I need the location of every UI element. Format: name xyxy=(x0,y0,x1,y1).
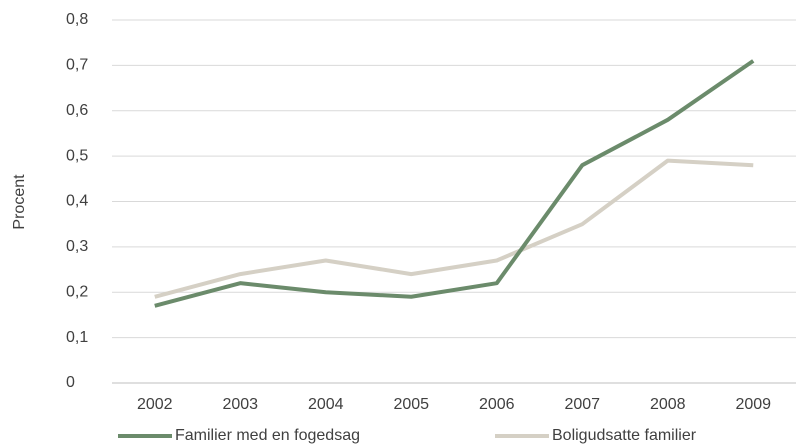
x-tick-label: 2006 xyxy=(479,396,515,413)
y-tick-label: 0,7 xyxy=(66,57,88,74)
legend-label: Boligudsatte familier xyxy=(552,427,697,444)
y-tick-label: 0,3 xyxy=(66,238,88,255)
y-tick-label: 0,5 xyxy=(66,147,88,164)
legend-label: Familier med en fogedsag xyxy=(175,427,360,444)
x-tick-label: 2008 xyxy=(650,396,686,413)
x-tick-label: 2002 xyxy=(137,396,173,413)
y-tick-label: 0,6 xyxy=(66,102,88,119)
x-tick-label: 2005 xyxy=(393,396,429,413)
y-tick-label: 0,1 xyxy=(66,329,88,346)
series-line xyxy=(154,158,754,299)
x-tick-label: 2003 xyxy=(222,396,258,413)
x-tick-label: 2009 xyxy=(735,396,771,413)
y-tick-label: 0,4 xyxy=(66,193,88,210)
y-axis-label: Procent xyxy=(11,174,28,230)
x-tick-label: 2007 xyxy=(564,396,600,413)
y-tick-label: 0,2 xyxy=(66,283,88,300)
y-tick-label: 0,8 xyxy=(66,11,88,28)
series-line xyxy=(154,59,755,308)
y-tick-label: 0 xyxy=(66,374,75,391)
x-tick-label: 2004 xyxy=(308,396,344,413)
